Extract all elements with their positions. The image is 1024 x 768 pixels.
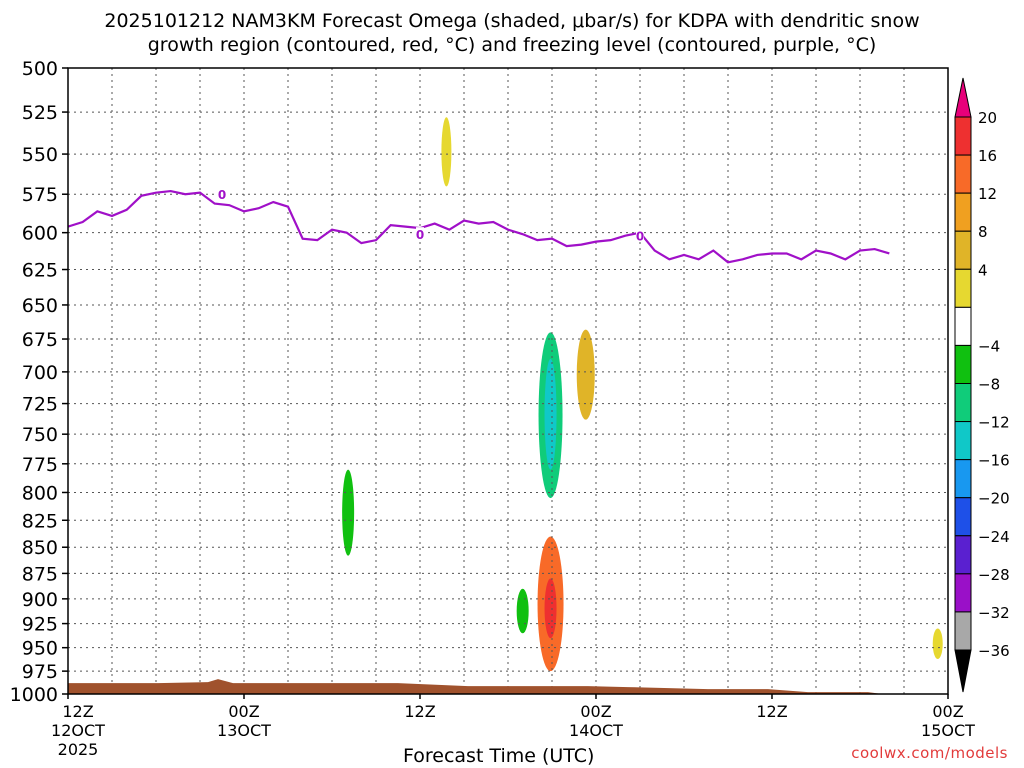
x-tick-date-60: 15OCT [921,721,975,740]
y-tick-label-850: 850 [22,537,58,559]
y-tick-label-500: 500 [22,58,58,80]
colorbar-label-7: −12 [978,414,1010,432]
freezing-label-bg-1 [416,227,424,241]
x-tick-date-36: 14OCT [569,721,623,740]
omega-feature-6 [544,578,557,639]
colorbar-segment-3 [954,230,972,270]
y-tick-label-925: 925 [22,614,58,636]
y-tick-label-800: 800 [22,482,58,504]
colorbar-label-0: 20 [978,109,997,127]
y-tick-label-600: 600 [22,223,58,245]
colorbar-label-10: −24 [978,528,1010,546]
freezing-level-label-2: 0 [636,230,644,244]
colorbar-segment-6 [954,344,972,384]
y-tick-label-575: 575 [22,184,58,206]
colorbar-segment-12 [954,573,972,613]
colorbar-segment-1 [954,154,972,194]
x-tick-label-36: 00Z [580,702,611,721]
y-tick-label-725: 725 [22,394,58,416]
colorbar-label-3: 8 [978,223,988,241]
x-tick-label-12: 00Z [228,702,259,721]
y-tick-label-700: 700 [22,362,58,384]
y-tick-label-650: 650 [22,295,58,317]
omega-feature-3 [544,358,557,470]
y-tick-label-675: 675 [22,329,58,351]
colorbar-segment-10 [954,497,972,537]
colorbar-segment-13 [954,611,972,651]
chart-title-line2: growth region (contoured, red, °C) and f… [147,34,877,56]
colorbar-label-1: 16 [978,147,997,165]
credit-text: coolwx.com/models [851,744,1008,762]
x-tick-date-0: 12OCT [51,721,105,740]
y-tick-label-1000: 1000 [10,684,58,706]
chart-title: 2025101212 NAM3KM Forecast Omega (shaded… [104,10,920,32]
colorbar-top-arrow [954,77,972,118]
x-tick-year-0: 2025 [58,740,99,759]
colorbar-label-6: −8 [978,376,1000,394]
y-tick-label-625: 625 [22,260,58,282]
colorbar-label-2: 12 [978,185,997,203]
colorbar-label-12: −32 [978,604,1010,622]
freezing-level-label-0: 0 [218,188,226,202]
plot-frame [67,67,949,695]
y-tick-label-750: 750 [22,424,58,446]
colorbar-segment-0 [954,116,972,156]
colorbar-label-9: −20 [978,490,1010,508]
colorbar-segment-2 [954,192,972,232]
colorbar-segment-4 [954,268,972,308]
colorbar-label-4: 4 [978,261,988,279]
omega-feature-4 [576,329,595,420]
omega-feature-1 [342,469,355,556]
colorbar-label-5: −4 [978,337,1000,355]
omega-feature-7 [516,588,529,634]
y-tick-label-525: 525 [22,102,58,124]
y-tick-label-900: 900 [22,589,58,611]
colorbar-label-11: −28 [978,566,1010,584]
colorbar-segment-11 [954,535,972,575]
colorbar-label-13: −36 [978,642,1010,660]
omega-feature-8 [932,628,943,660]
colorbar-segment-5 [954,306,972,346]
colorbar-segment-8 [954,421,972,461]
x-tick-label-48: 12Z [756,702,787,721]
terrain-surface [68,679,948,694]
x-tick-date-12: 13OCT [217,721,271,740]
y-tick-label-825: 825 [22,510,58,532]
y-tick-label-550: 550 [22,144,58,166]
x-tick-label-24: 12Z [404,702,435,721]
colorbar-bottom-arrow [954,649,972,693]
colorbar-segment-7 [954,383,972,423]
omega-feature-0 [441,117,452,187]
y-tick-label-950: 950 [22,638,58,660]
colorbar-segment-9 [954,459,972,499]
freezing-label-bg-0 [218,187,226,201]
y-tick-label-775: 775 [22,454,58,476]
colorbar-label-8: −16 [978,452,1010,470]
freezing-level-line [68,189,890,264]
freezing-level-label-1: 0 [416,228,424,242]
y-tick-label-975: 975 [22,661,58,683]
x-tick-label-0: 12Z [62,702,93,721]
x-tick-label-60: 00Z [932,702,963,721]
x-axis-label: Forecast Time (UTC) [403,745,595,767]
freezing-label-bg-2 [636,228,644,242]
y-tick-label-875: 875 [22,563,58,585]
